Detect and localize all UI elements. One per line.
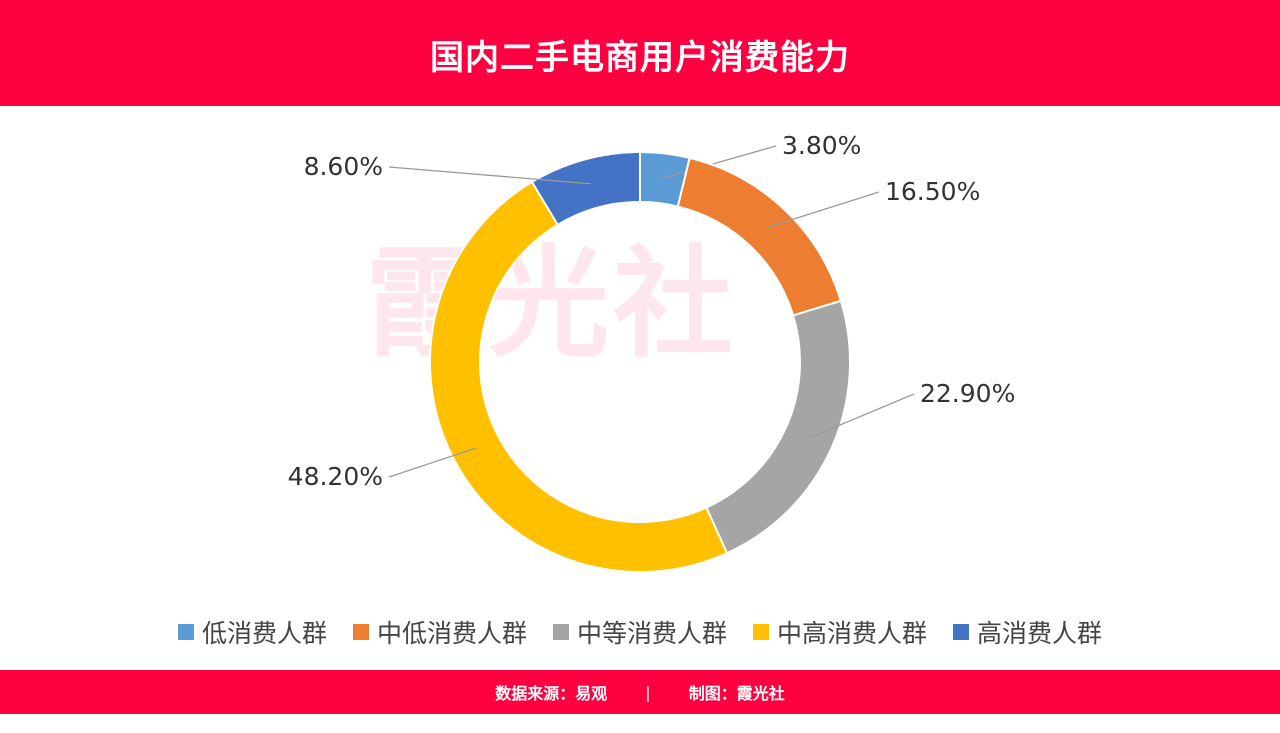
footer-source: 数据来源：易观	[495, 684, 608, 703]
data-label-3: 22.90%	[920, 379, 1015, 408]
legend-swatch-2	[352, 624, 369, 640]
data-label-5: 8.60%	[304, 152, 383, 181]
header-bar: 国内二手电商用户消费能力	[0, 0, 1280, 106]
legend-label-5: 高消费人群	[977, 619, 1103, 648]
data-label-2: 16.50%	[885, 177, 980, 206]
legend-swatch-3	[552, 624, 569, 640]
chart-legend: 低消费人群 中低消费人群 中等消费人群 中高消费人群 高消费人群	[0, 614, 1280, 650]
donut-slice-4	[429, 180, 729, 573]
legend-swatch-1	[177, 624, 194, 640]
legend-label-1: 低消费人群	[201, 619, 327, 648]
footer-divider: |	[645, 682, 651, 702]
legend-item-5: 高消费人群	[953, 614, 1102, 650]
donut-slice-2	[676, 156, 843, 317]
leader-line-2	[766, 191, 880, 229]
leader-line-3	[808, 393, 915, 439]
legend-swatch-4	[753, 624, 769, 640]
legend-label-2: 中低消费人群	[376, 619, 527, 648]
chart-title: 国内二手电商用户消费能力	[430, 38, 850, 78]
legend-item-3: 中等消费人群	[552, 614, 727, 650]
footer-bar: 数据来源：易观 | 制图：霞光社	[0, 670, 1280, 714]
chart-area: 霞光社 3.80% 16.50% 22.90% 48.20% 8.60% 低消费人群 中低…	[0, 106, 1280, 670]
legend-label-4: 中高消费人群	[777, 619, 928, 648]
legend-label-3: 中等消费人群	[576, 619, 727, 648]
legend-swatch-5	[953, 624, 970, 640]
donut-slice-5	[530, 150, 641, 227]
donut-chart: 3.80% 16.50% 22.90% 48.20% 8.60%	[288, 131, 1015, 573]
leader-line-4	[388, 447, 477, 478]
legend-item-1: 低消费人群	[177, 614, 327, 650]
footer-credit: 制图：霞光社	[688, 684, 785, 703]
legend-item-4: 中高消费人群	[753, 614, 927, 650]
donut-slice-3	[704, 299, 851, 555]
leader-line-1	[661, 145, 777, 179]
legend-item-2: 中低消费人群	[352, 614, 527, 650]
leader-line-5	[388, 166, 591, 185]
data-label-1: 3.80%	[782, 131, 861, 160]
data-label-4: 48.20%	[288, 462, 383, 491]
watermark: 霞光社	[365, 235, 737, 374]
